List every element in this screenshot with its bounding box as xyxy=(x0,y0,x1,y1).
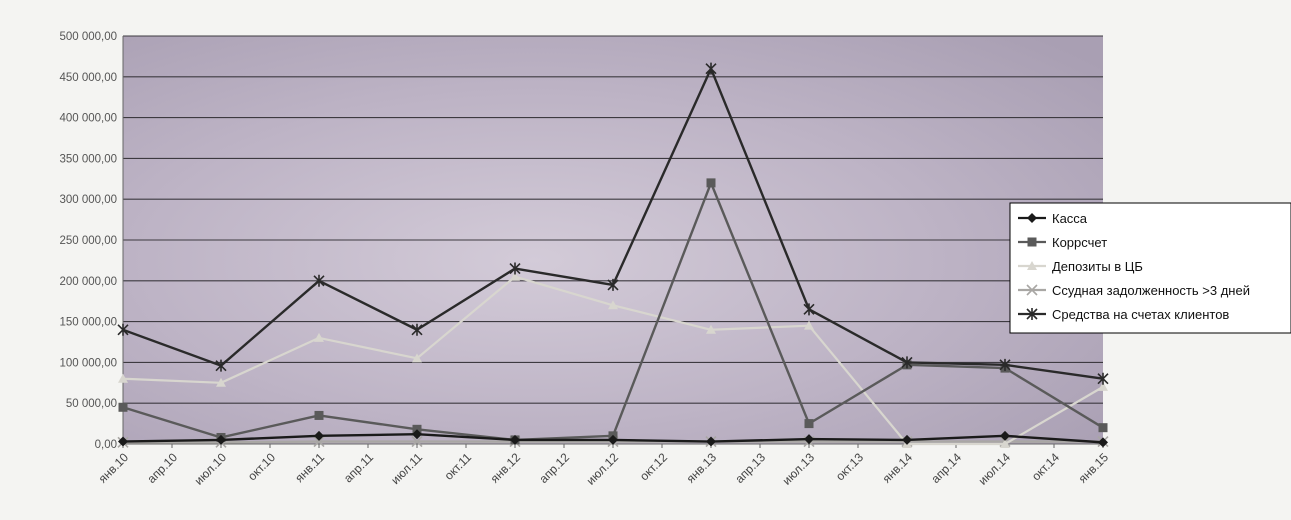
data-point xyxy=(411,323,423,336)
legend-item: Ссудная задолженность >3 дней xyxy=(1018,283,1250,298)
data-point xyxy=(804,320,814,330)
data-point xyxy=(901,356,913,369)
data-point xyxy=(314,410,324,420)
data-point xyxy=(314,430,324,441)
data-point xyxy=(118,436,128,447)
data-point xyxy=(313,435,325,448)
y-tick-label: 500 000,00 xyxy=(59,31,117,43)
data-point xyxy=(607,278,619,291)
y-axis: 0,00 50 000,00 100 000,00 150 000,00 200 000… xyxy=(59,31,124,451)
legend-item: Средства на счетах клиентов xyxy=(1018,307,1229,322)
legend-marker xyxy=(1027,261,1037,270)
y-tick-label: 100 000,00 xyxy=(59,357,117,369)
data-point xyxy=(1000,439,1010,448)
data-point xyxy=(216,377,226,387)
data-point xyxy=(804,419,814,429)
data-point xyxy=(510,271,520,281)
data-point xyxy=(1097,372,1109,385)
legend-marker xyxy=(1026,308,1038,320)
data-point xyxy=(706,178,716,188)
data-point xyxy=(314,332,324,342)
data-point xyxy=(412,353,422,363)
data-point xyxy=(608,434,618,445)
legend-item: Депозиты в ЦБ xyxy=(1018,259,1143,274)
data-point xyxy=(216,434,226,445)
data-point xyxy=(412,429,422,440)
data-point xyxy=(215,359,227,372)
data-point xyxy=(411,435,423,448)
legend-label: Касса xyxy=(1052,211,1088,226)
y-tick-label: 150 000,00 xyxy=(59,317,117,329)
y-tick-label: 0,00 xyxy=(95,439,117,451)
legend-box xyxy=(1009,202,1291,334)
data-point xyxy=(803,303,815,316)
y-tick-label: 50 000,00 xyxy=(66,398,117,410)
data-point xyxy=(706,436,716,447)
data-point xyxy=(1098,423,1108,433)
data-point xyxy=(804,434,814,445)
legend-marker xyxy=(1027,213,1037,223)
legend: Касса Коррсчет Депозиты в ЦБ Ссудная задолж… xyxy=(1009,202,1291,334)
legend-label: Ссудная задолженность >3 дней xyxy=(1052,283,1250,298)
series-1 xyxy=(118,429,1108,448)
data-point xyxy=(902,434,912,445)
data-point xyxy=(608,300,618,310)
series-5 xyxy=(117,62,1109,385)
data-point xyxy=(509,262,521,275)
gridlines xyxy=(123,35,1103,445)
y-tick-label: 350 000,00 xyxy=(59,153,117,165)
legend-item: Касса xyxy=(1018,211,1088,226)
data-point xyxy=(706,324,716,334)
y-tick-label: 200 000,00 xyxy=(59,276,117,288)
data-point xyxy=(1098,381,1108,391)
y-tick-label: 400 000,00 xyxy=(59,113,117,125)
y-tick-label: 250 000,00 xyxy=(59,235,117,247)
data-point xyxy=(510,434,520,445)
data-point xyxy=(313,274,325,287)
data-point xyxy=(999,358,1011,371)
y-tick-label: 450 000,00 xyxy=(59,72,117,84)
data-point xyxy=(118,373,128,383)
series-3 xyxy=(118,271,1108,448)
legend-item: Коррсчет xyxy=(1018,235,1107,250)
data-point xyxy=(1000,430,1010,441)
data-point xyxy=(705,62,717,75)
series-layer xyxy=(117,62,1109,448)
legend-label: Коррсчет xyxy=(1052,235,1107,250)
legend-marker xyxy=(1027,237,1037,247)
y-tick-label: 300 000,00 xyxy=(59,194,117,206)
data-point xyxy=(117,323,129,336)
data-point xyxy=(1098,437,1108,448)
legend-label: Средства на счетах клиентов xyxy=(1052,307,1229,322)
legend-marker xyxy=(1026,284,1038,296)
legend-label: Депозиты в ЦБ xyxy=(1052,259,1143,274)
data-point xyxy=(118,402,128,412)
